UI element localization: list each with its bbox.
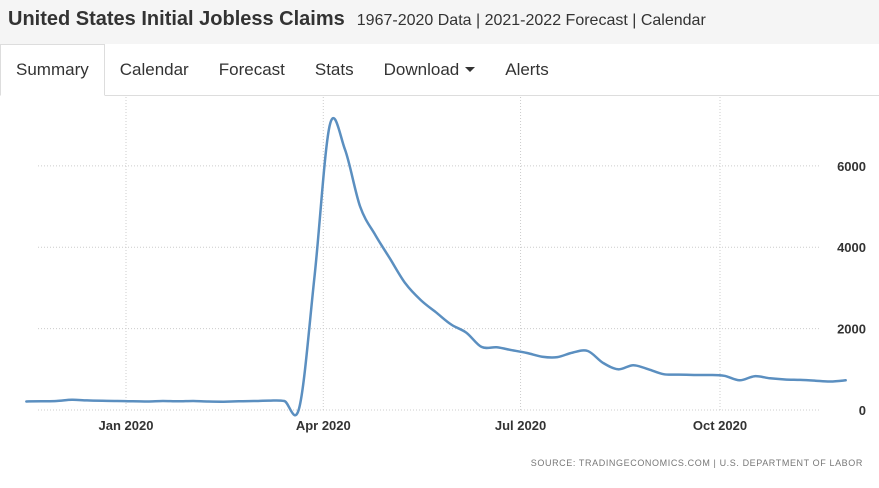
tab-calendar[interactable]: Calendar xyxy=(105,44,204,95)
tab-label: Forecast xyxy=(218,59,285,79)
caret-down-icon xyxy=(465,67,476,72)
gridlines xyxy=(38,97,821,411)
tab-stats[interactable]: Stats xyxy=(300,44,369,95)
tab-alerts[interactable]: Alerts xyxy=(490,44,563,95)
series-line xyxy=(25,116,847,417)
tab-label: Download xyxy=(383,59,460,79)
page-subtitle[interactable]: 1967-2020 Data | 2021-2022 Forecast | Ca… xyxy=(356,12,706,29)
page-header: United States Initial Jobless Claims 196… xyxy=(0,0,879,44)
y-tick-label: 0 xyxy=(859,403,866,418)
tab-label: Summary xyxy=(16,60,89,79)
page-title: United States Initial Jobless Claims xyxy=(8,8,345,30)
line-chart: 0 2000 4000 6000 Jan 2020 Apr 2020 Jul 2020 Oc… xyxy=(25,97,866,468)
x-tick-label: Apr 2020 xyxy=(296,418,351,433)
tab-forecast[interactable]: Forecast xyxy=(204,44,300,95)
chart-area: 0 2000 4000 6000 Jan 2020 Apr 2020 Jul 2020 Oc… xyxy=(8,97,876,481)
x-axis: Jan 2020 Apr 2020 Jul 2020 Oct 2020 xyxy=(99,418,748,433)
y-axis: 0 2000 4000 6000 xyxy=(837,159,866,418)
x-tick-label: Jul 2020 xyxy=(495,418,546,433)
x-tick-label: Oct 2020 xyxy=(693,418,747,433)
tab-label: Stats xyxy=(314,59,354,79)
y-tick-label: 6000 xyxy=(837,159,866,174)
tab-label: Calendar xyxy=(119,59,189,79)
x-tick-label: Jan 2020 xyxy=(99,418,154,433)
chart-source: SOURCE: TRADINGECONOMICS.COM | U.S. DEPA… xyxy=(531,458,863,468)
y-tick-label: 2000 xyxy=(837,322,866,337)
tab-bar: Summary Calendar Forecast Stats Download… xyxy=(0,44,879,96)
tab-summary[interactable]: Summary xyxy=(0,44,105,96)
tab-label: Alerts xyxy=(505,59,549,79)
tab-download[interactable]: Download xyxy=(369,44,491,95)
y-tick-label: 4000 xyxy=(837,240,866,255)
